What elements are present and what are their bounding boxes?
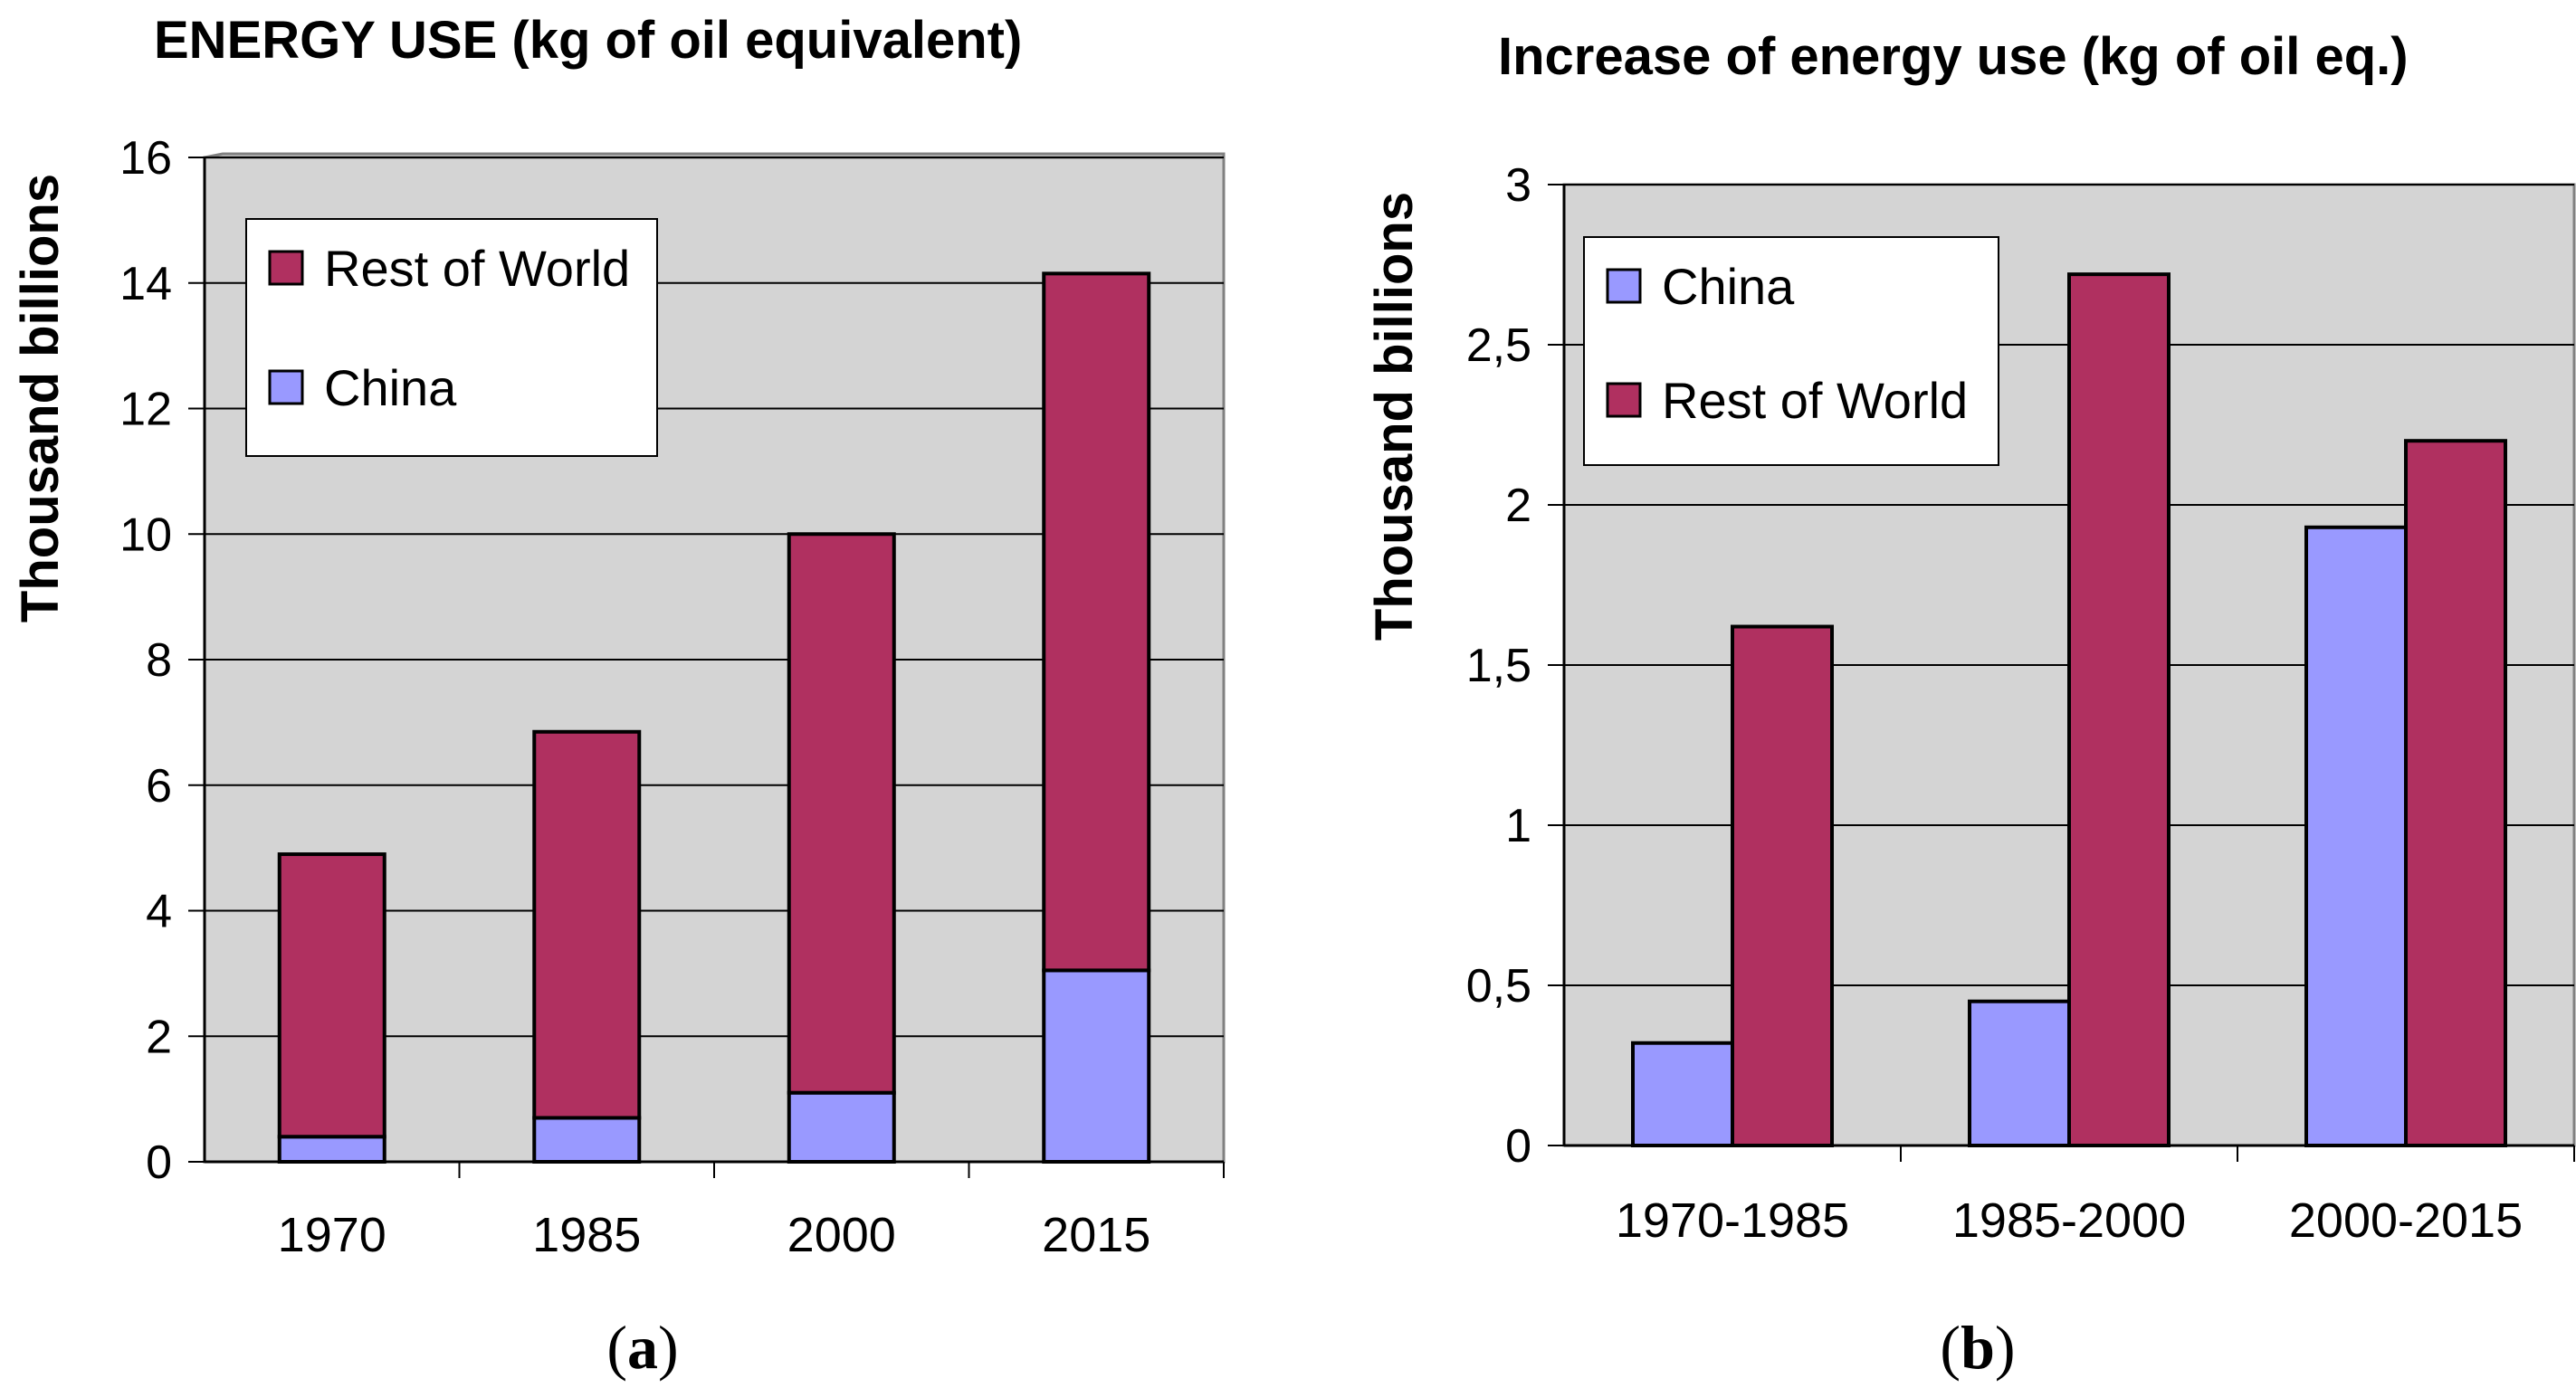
x-tick-label: 2000 bbox=[787, 1208, 896, 1262]
legend-swatch bbox=[268, 369, 304, 405]
panel-label: (a) bbox=[606, 1313, 678, 1382]
bar-china-1970-1985 bbox=[1631, 1041, 1734, 1147]
panel-label-letter: a bbox=[627, 1313, 658, 1382]
chart-title: ENERGY USE (kg of oil equivalent) bbox=[154, 11, 1022, 70]
legend-label: China bbox=[1662, 258, 1795, 315]
panel-label-letter: b bbox=[1961, 1313, 1995, 1382]
y-tick-label: 0 bbox=[146, 1136, 172, 1189]
y-tick-label: 12 bbox=[119, 384, 172, 436]
legend-label: Rest of World bbox=[324, 240, 630, 297]
x-tick-label: 2015 bbox=[1042, 1208, 1150, 1262]
y-tick-label: 14 bbox=[119, 258, 172, 310]
bar-rest-of-world-2015 bbox=[1042, 271, 1151, 973]
y-axis-label: Thousand billions bbox=[1365, 192, 1424, 641]
y-tick-label: 8 bbox=[146, 634, 172, 687]
x-tick-label: 1970-1985 bbox=[1616, 1193, 1849, 1248]
panel-label-close: ) bbox=[1995, 1313, 2016, 1382]
y-tick-label: 0 bbox=[1505, 1120, 1531, 1173]
y-tick-label: 1,5 bbox=[1466, 640, 1531, 692]
panel-label-close: ) bbox=[658, 1313, 679, 1382]
chart-b: Increase of energy use (kg of oil eq.) 0 0… bbox=[1365, 27, 2576, 1382]
legend-box bbox=[1583, 236, 1999, 466]
legend: China Rest of World bbox=[1583, 236, 1999, 466]
bar-china-2000-2015 bbox=[2304, 525, 2408, 1147]
bar-rest-of-world-1970-1985 bbox=[1731, 624, 1834, 1147]
bar-china-2000 bbox=[787, 1090, 896, 1164]
legend-swatch bbox=[1606, 268, 1642, 304]
chart-title: Increase of energy use (kg of oil eq.) bbox=[1498, 27, 2409, 86]
legend-swatch bbox=[1606, 382, 1642, 418]
y-tick-label: 1 bbox=[1505, 800, 1531, 852]
panel-label: (b) bbox=[1940, 1313, 2015, 1382]
panel-label-open: ( bbox=[1940, 1313, 1961, 1382]
legend-label: Rest of World bbox=[1662, 372, 1968, 429]
y-tick-label: 2 bbox=[146, 1011, 172, 1063]
panel-label-open: ( bbox=[606, 1313, 627, 1382]
x-tick-label: 1985 bbox=[532, 1208, 641, 1262]
x-tick-label: 1985-2000 bbox=[1952, 1193, 2186, 1248]
x-tick-label: 2000-2015 bbox=[2289, 1193, 2523, 1248]
bar-rest-of-world-1985 bbox=[532, 729, 642, 1120]
legend: Rest of World China bbox=[245, 218, 658, 457]
y-tick-label: 10 bbox=[119, 509, 172, 561]
legend-label: China bbox=[324, 359, 457, 416]
bar-china-2015 bbox=[1042, 968, 1151, 1164]
y-tick-label: 6 bbox=[146, 760, 172, 813]
y-tick-label: 4 bbox=[146, 886, 172, 938]
bar-china-1970 bbox=[277, 1135, 386, 1164]
y-tick-label: 3 bbox=[1505, 159, 1531, 212]
bar-rest-of-world-1985-2000 bbox=[2067, 272, 2171, 1147]
bar-china-1985 bbox=[532, 1116, 642, 1164]
bar-rest-of-world-2000-2015 bbox=[2404, 439, 2507, 1147]
x-tick-label: 1970 bbox=[278, 1208, 386, 1262]
legend-swatch bbox=[268, 250, 304, 286]
bar-china-1985-2000 bbox=[1968, 999, 2071, 1147]
y-axis-label: Thousand billions bbox=[11, 174, 70, 623]
y-tick-label: 2,5 bbox=[1466, 319, 1531, 372]
y-tick-label: 0,5 bbox=[1466, 960, 1531, 1012]
y-tick-label: 16 bbox=[119, 132, 172, 185]
legend-box bbox=[245, 218, 658, 457]
y-tick-label: 2 bbox=[1505, 480, 1531, 532]
bar-rest-of-world-1970 bbox=[277, 852, 386, 1139]
chart-a: ENERGY USE (kg of oil equivalent) 0 2 4 6 8 10… bbox=[11, 11, 1226, 1382]
bar-rest-of-world-2000 bbox=[787, 532, 896, 1095]
